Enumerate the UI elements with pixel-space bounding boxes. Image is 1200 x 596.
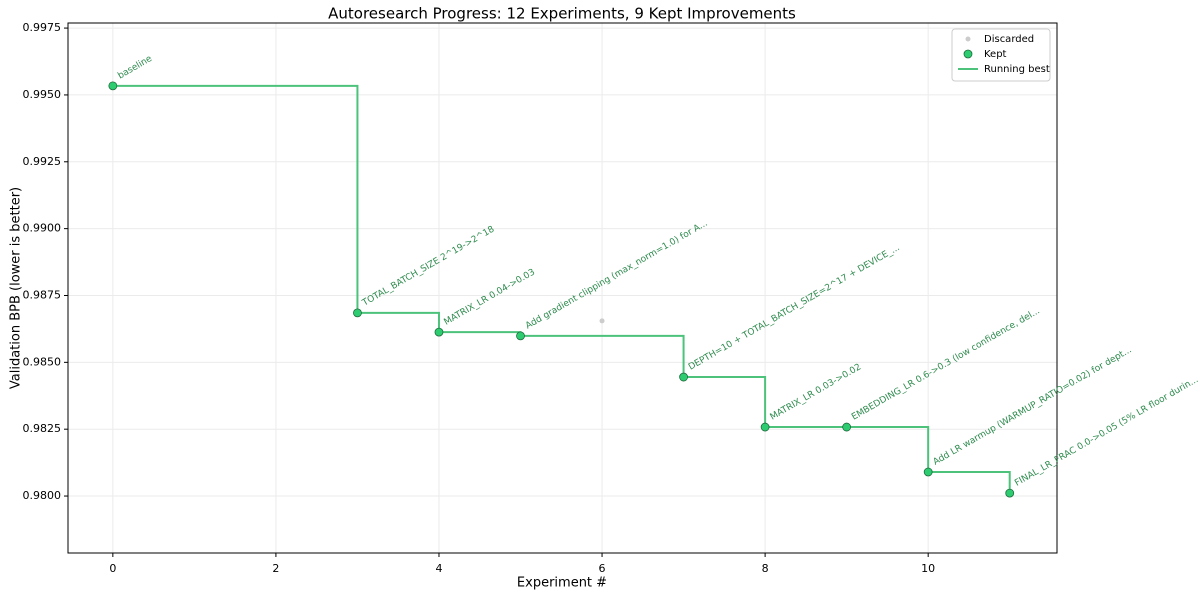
legend-label: Running best bbox=[984, 64, 1050, 75]
discarded-point bbox=[599, 318, 605, 324]
point-annotation: FINAL_LR_FRAC 0.0->0.05 (5% LR floor dur… bbox=[1013, 375, 1200, 489]
y-tick-label: 0.9875 bbox=[23, 288, 62, 301]
point-annotation: DEPTH=10 + TOTAL_BATCH_SIZE=2^17 + DEVIC… bbox=[687, 243, 902, 373]
y-tick-label: 0.9925 bbox=[23, 155, 62, 168]
x-tick-label: 2 bbox=[272, 562, 279, 575]
y-tick-label: 0.9850 bbox=[23, 355, 62, 368]
kept-point bbox=[108, 81, 118, 91]
point-annotation: EMBEDDING_LR 0.6->0.3 (low confidence, d… bbox=[850, 306, 1042, 422]
plot-frame bbox=[67, 22, 1058, 554]
y-tick-label: 0.9825 bbox=[23, 422, 62, 435]
point-annotation: TOTAL_BATCH_SIZE 2^19->2^18 bbox=[360, 224, 496, 309]
kept-point bbox=[842, 422, 852, 432]
legend-swatch bbox=[965, 36, 971, 42]
y-tick-label: 0.9950 bbox=[23, 88, 62, 101]
kept-point bbox=[516, 331, 525, 341]
x-tick-label: 0 bbox=[109, 562, 116, 575]
kept-point bbox=[434, 327, 444, 337]
y-tick-label: 0.9800 bbox=[23, 489, 62, 502]
legend-label: Discarded bbox=[984, 34, 1034, 45]
y-axis-label: Validation BPB (lower is better) bbox=[9, 187, 24, 389]
x-tick-label: 4 bbox=[435, 562, 442, 575]
y-tick-label: 0.9975 bbox=[23, 21, 62, 34]
legend-label: Kept bbox=[984, 49, 1007, 60]
kept-point bbox=[760, 422, 770, 432]
x-tick-label: 8 bbox=[762, 562, 769, 575]
legend-swatch bbox=[963, 49, 973, 59]
kept-point bbox=[1005, 488, 1015, 498]
x-axis-label: Experiment # bbox=[517, 576, 607, 591]
kept-point bbox=[923, 467, 933, 477]
kept-point bbox=[679, 372, 688, 382]
chart-title: Autoresearch Progress: 12 Experiments, 9… bbox=[328, 5, 796, 23]
point-annotation: Add LR warmup (WARMUP_RATIO=0.02) for de… bbox=[932, 345, 1134, 467]
point-annotation: Add gradient clipping (max_norm=1.0) for… bbox=[524, 219, 709, 332]
point-annotation: baseline bbox=[116, 54, 154, 82]
point-annotation: MATRIX_LR 0.04->0.03 bbox=[442, 267, 536, 327]
kept-point bbox=[353, 308, 362, 318]
running-best-line bbox=[112, 84, 1011, 494]
y-tick-label: 0.9900 bbox=[23, 222, 62, 235]
x-tick-label: 6 bbox=[599, 562, 606, 575]
x-tick-label: 10 bbox=[921, 562, 935, 575]
